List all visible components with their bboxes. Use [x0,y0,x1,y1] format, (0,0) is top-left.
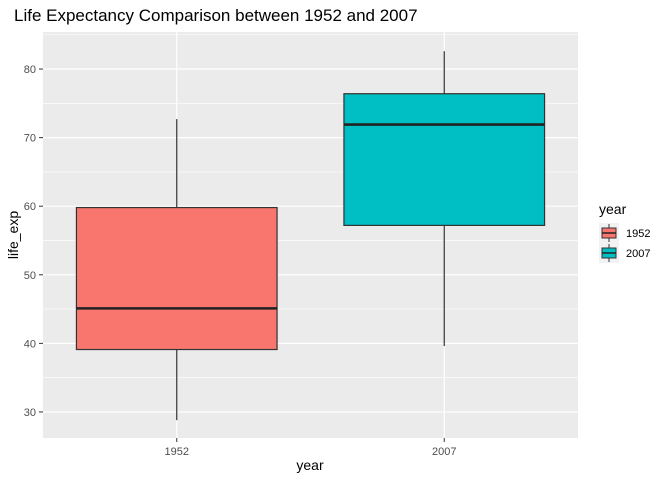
boxplot-2007 [343,51,546,347]
legend-title: year [599,201,627,217]
box [343,93,546,226]
boxplot-1952 [75,119,278,421]
y-tick-label: 40 [24,338,36,350]
box [75,206,278,351]
y-tick-label: 50 [24,270,36,282]
chart-title: Life Expectancy Comparison between 1952 … [14,6,418,25]
boxplots [75,51,546,421]
y-tick-label: 30 [24,407,36,419]
y-tick-label: 80 [24,64,36,76]
y-tick-label: 70 [24,133,36,145]
y-tick-label: 60 [24,201,36,213]
legend-entry-1952: 1952 [599,223,650,243]
x-tick-label: 2007 [432,446,456,458]
x-axis: 1952 2007 [165,438,456,458]
legend-label: 2007 [626,248,650,260]
y-axis-title: life_exp [5,211,21,259]
x-tick-label: 1952 [165,446,189,458]
x-axis-title: year [296,457,324,473]
legend: year 1952 2007 [599,201,650,263]
legend-label: 1952 [626,228,650,240]
legend-entry-2007: 2007 [599,243,650,263]
y-axis: 30 40 50 60 70 80 [24,64,43,419]
